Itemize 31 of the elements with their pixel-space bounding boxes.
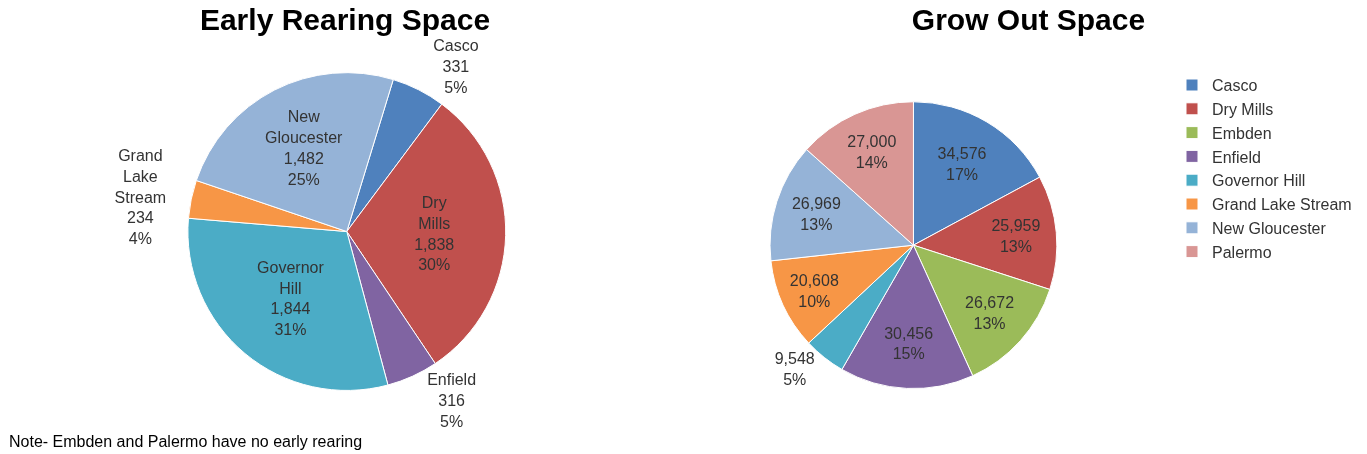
- legend-label: Governor Hill: [1212, 172, 1306, 190]
- data-label: 9,548 5%: [774, 350, 815, 388]
- legend-label: Casco: [1212, 77, 1258, 95]
- data-label: 1,482 25%: [283, 150, 324, 188]
- data-label: 316 5%: [438, 392, 466, 430]
- data-label: 26,969 13%: [791, 195, 841, 233]
- data-label: 1,838 30%: [414, 235, 455, 274]
- slice-label: Enfield: [427, 371, 477, 389]
- legend-label: Grand Lake Stream: [1212, 196, 1352, 214]
- legend-label: Dry Mills: [1212, 101, 1274, 119]
- slice-label: New Gloucester: [265, 108, 344, 147]
- data-label: 27,000 14%: [847, 133, 897, 172]
- text: Note- Embden and Palermo have no early rearing: [9, 433, 363, 450]
- chart-title: Early Rearing Space: [199, 3, 491, 37]
- data-label: 30,456 15%: [884, 324, 934, 363]
- slice-label: Dry Mills: [418, 194, 451, 232]
- data-label: 1,844 31%: [270, 300, 311, 339]
- data-label: 234 4%: [127, 209, 154, 248]
- data-label: 25,959 13%: [991, 217, 1041, 255]
- legend-label: Enfield: [1212, 148, 1261, 166]
- slice-label: Grand Lake Stream: [114, 146, 167, 206]
- data-label: 34,576 17%: [937, 144, 987, 183]
- slice-label: Casco: [433, 37, 479, 55]
- legend-label: New Gloucester: [1212, 220, 1327, 238]
- legend-label: Embden: [1212, 124, 1272, 142]
- data-label: 331 5%: [442, 57, 470, 96]
- data-label: 26,672 13%: [965, 294, 1015, 333]
- slice-label: Governor Hill: [257, 258, 325, 297]
- legend-label: Palermo: [1212, 243, 1272, 261]
- chart-title: Grow Out Space: [911, 3, 1146, 37]
- data-label: 20,608 10%: [789, 271, 839, 310]
